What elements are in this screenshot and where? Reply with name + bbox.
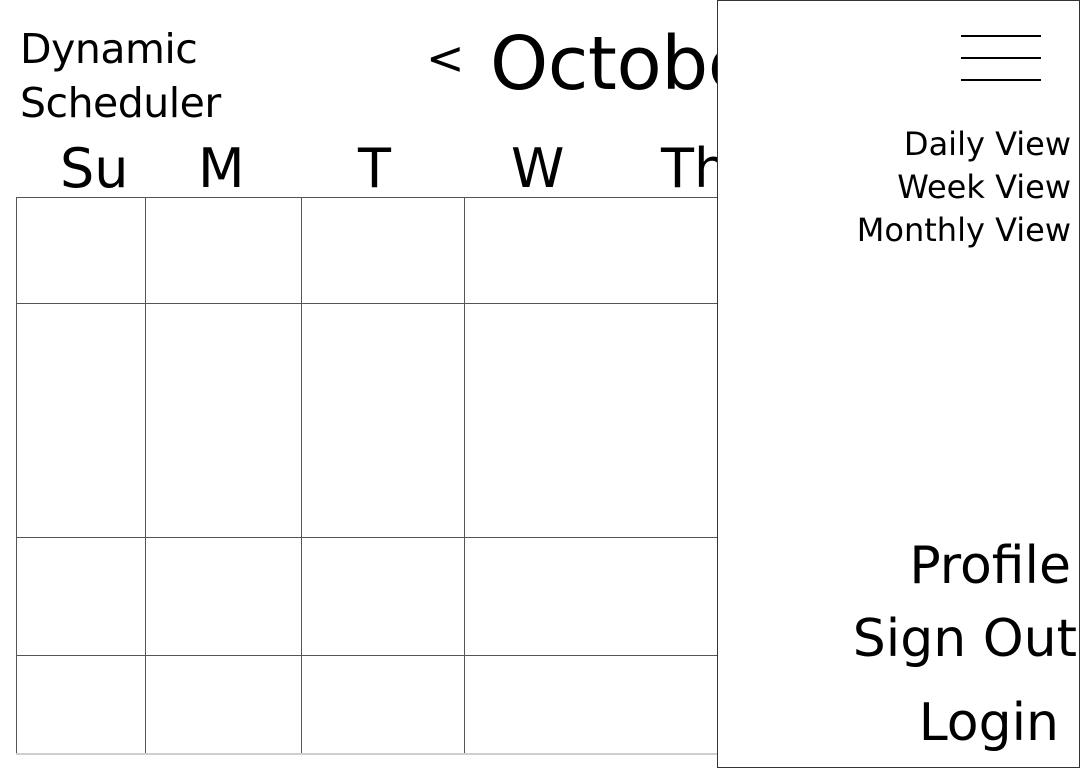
calendar-day-cell[interactable] xyxy=(302,198,464,303)
hamburger-line xyxy=(961,79,1041,81)
calendar-day-cell[interactable] xyxy=(146,656,301,752)
calendar-day-cell[interactable] xyxy=(17,198,145,303)
grid-line xyxy=(16,655,736,656)
grid-line xyxy=(464,197,465,753)
hamburger-line xyxy=(961,35,1041,37)
side-menu-panel: Daily View Week View Monthly View Profil… xyxy=(717,0,1080,768)
calendar-day-cell[interactable] xyxy=(465,198,716,303)
calendar-day-cell[interactable] xyxy=(146,198,301,303)
weekday-tuesday: T xyxy=(358,137,391,200)
previous-month-button[interactable]: < xyxy=(426,31,465,85)
calendar-day-cell[interactable] xyxy=(302,656,464,752)
app-title-line-2: Scheduler xyxy=(20,79,221,127)
hamburger-icon[interactable] xyxy=(961,33,1043,83)
menu-item-daily-view[interactable]: Daily View xyxy=(903,125,1071,163)
calendar-grid xyxy=(16,197,736,755)
menu-item-week-view[interactable]: Week View xyxy=(897,168,1071,206)
calendar-day-cell[interactable] xyxy=(465,538,716,655)
calendar-day-cell[interactable] xyxy=(146,538,301,655)
grid-line xyxy=(145,197,146,753)
calendar-day-cell[interactable] xyxy=(146,304,301,537)
menu-item-profile[interactable]: Profile xyxy=(909,536,1071,596)
month-title: Octobe xyxy=(490,21,753,107)
weekday-monday: M xyxy=(198,137,245,200)
grid-line xyxy=(301,197,302,753)
calendar-day-cell[interactable] xyxy=(17,304,145,537)
app-title-line-1: Dynamic xyxy=(20,25,198,73)
menu-item-sign-out[interactable]: Sign Out xyxy=(852,609,1077,669)
menu-item-monthly-view[interactable]: Monthly View xyxy=(856,211,1071,249)
calendar-day-cell[interactable] xyxy=(465,304,716,537)
calendar-day-cell[interactable] xyxy=(17,538,145,655)
menu-item-login[interactable]: Login xyxy=(918,693,1059,753)
app-title: Dynamic Scheduler xyxy=(20,22,221,130)
calendar-day-cell[interactable] xyxy=(302,538,464,655)
grid-line xyxy=(16,537,736,538)
grid-line xyxy=(16,197,17,753)
grid-line xyxy=(16,303,736,304)
calendar-day-cell[interactable] xyxy=(465,656,716,752)
grid-line xyxy=(16,197,736,198)
calendar-day-cell[interactable] xyxy=(302,304,464,537)
weekday-wednesday: W xyxy=(511,137,565,200)
hamburger-line xyxy=(961,57,1041,59)
calendar-day-cell[interactable] xyxy=(17,656,145,752)
weekday-sunday: Su xyxy=(60,137,129,200)
